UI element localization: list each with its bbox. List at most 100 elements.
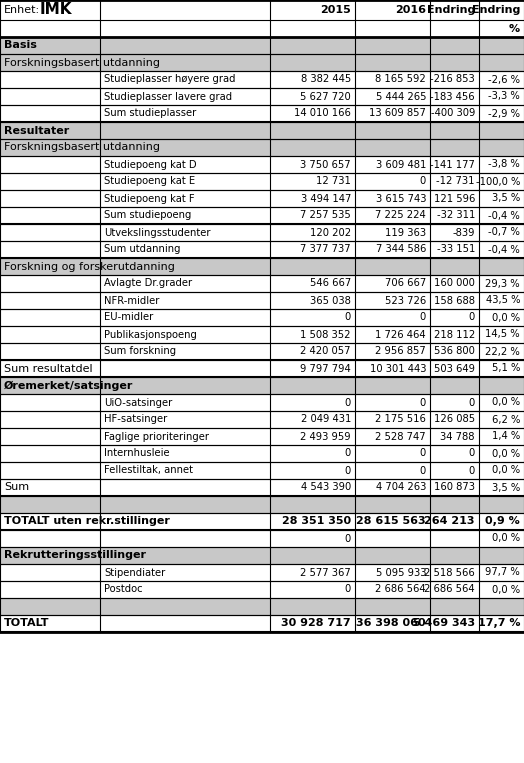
Text: 0: 0	[420, 313, 426, 323]
Text: -3,8 %: -3,8 %	[488, 159, 520, 169]
Text: Studiepoeng kat D: Studiepoeng kat D	[104, 159, 196, 169]
Text: 0: 0	[420, 398, 426, 407]
Text: 34 788: 34 788	[441, 432, 475, 442]
Text: -141 177: -141 177	[430, 159, 475, 169]
Bar	[0, 139, 524, 156]
Bar	[0, 309, 524, 326]
Text: 28 351 350: 28 351 350	[282, 517, 351, 526]
Text: 2 686 564: 2 686 564	[375, 584, 426, 594]
Bar	[0, 513, 524, 530]
Text: %: %	[509, 24, 520, 34]
Text: 7 257 535: 7 257 535	[300, 211, 351, 221]
Bar	[0, 326, 524, 343]
Text: 120 202: 120 202	[310, 227, 351, 237]
Text: 0: 0	[420, 449, 426, 459]
Text: TOTALT: TOTALT	[4, 619, 49, 629]
Text: 8 165 592: 8 165 592	[375, 75, 426, 85]
Bar	[0, 530, 524, 547]
Text: 5 444 265: 5 444 265	[376, 92, 426, 101]
Text: Studieplasser høyere grad: Studieplasser høyere grad	[104, 75, 235, 85]
Text: 9 797 794: 9 797 794	[300, 363, 351, 374]
Text: -0,4 %: -0,4 %	[488, 244, 520, 255]
Bar	[0, 241, 524, 258]
Text: 36 398 060: 36 398 060	[356, 619, 426, 629]
Text: 546 667: 546 667	[310, 278, 351, 288]
Bar	[0, 496, 524, 513]
Text: 160 873: 160 873	[434, 482, 475, 492]
Text: 6,2 %: 6,2 %	[492, 414, 520, 424]
Text: 2 493 959: 2 493 959	[300, 432, 351, 442]
Text: 5 627 720: 5 627 720	[300, 92, 351, 101]
Text: Sum resultatdel: Sum resultatdel	[4, 363, 93, 374]
Bar	[0, 71, 524, 88]
Bar	[0, 258, 524, 275]
Text: Resultater: Resultater	[4, 125, 69, 136]
Text: 2 420 057: 2 420 057	[300, 346, 351, 356]
Text: -216 853: -216 853	[430, 75, 475, 85]
Bar	[0, 207, 524, 224]
Text: 2 528 747: 2 528 747	[375, 432, 426, 442]
Text: 7 377 737: 7 377 737	[300, 244, 351, 255]
Text: Publikasjonspoeng: Publikasjonspoeng	[104, 330, 197, 340]
Text: 2 175 516: 2 175 516	[375, 414, 426, 424]
Bar	[0, 462, 524, 479]
Text: 1 726 464: 1 726 464	[375, 330, 426, 340]
Text: UiO-satsinger: UiO-satsinger	[104, 398, 172, 407]
Text: 0: 0	[345, 584, 351, 594]
Text: 0: 0	[345, 465, 351, 475]
Text: Forskning og forskerutdanning: Forskning og forskerutdanning	[4, 262, 175, 272]
Bar	[0, 547, 524, 564]
Text: Endring: Endring	[472, 5, 520, 15]
Bar	[0, 224, 524, 241]
Text: 121 596: 121 596	[434, 194, 475, 204]
Text: 14 010 166: 14 010 166	[294, 108, 351, 118]
Text: 2 518 566: 2 518 566	[424, 568, 475, 578]
Text: 8 382 445: 8 382 445	[301, 75, 351, 85]
Text: 119 363: 119 363	[385, 227, 426, 237]
Bar	[0, 173, 524, 190]
Text: 0: 0	[345, 313, 351, 323]
Text: 0,9 %: 0,9 %	[485, 517, 520, 526]
Text: 43,5 %: 43,5 %	[486, 295, 520, 305]
Text: TOTALT uten rekr.stillinger: TOTALT uten rekr.stillinger	[4, 517, 170, 526]
Bar	[0, 581, 524, 598]
Text: Sum utdanning: Sum utdanning	[104, 244, 180, 255]
Text: -2,9 %: -2,9 %	[488, 108, 520, 118]
Text: Internhusleie: Internhusleie	[104, 449, 170, 459]
Text: Avlagte Dr.grader: Avlagte Dr.grader	[104, 278, 192, 288]
Bar	[0, 530, 524, 547]
Text: 3,5 %: 3,5 %	[492, 194, 520, 204]
Text: 3 750 657: 3 750 657	[300, 159, 351, 169]
Text: 28 615 563: 28 615 563	[356, 517, 426, 526]
Text: 0,0 %: 0,0 %	[492, 584, 520, 594]
Text: 3 609 481: 3 609 481	[376, 159, 426, 169]
Bar	[0, 105, 524, 122]
Text: 0,0 %: 0,0 %	[492, 398, 520, 407]
Bar	[0, 598, 524, 615]
Text: Basis: Basis	[4, 40, 37, 50]
Text: 0: 0	[420, 176, 426, 186]
Bar	[0, 394, 524, 411]
Text: 0: 0	[469, 465, 475, 475]
Text: 3,5 %: 3,5 %	[492, 482, 520, 492]
Text: 17,7 %: 17,7 %	[477, 619, 520, 629]
Text: 0,0 %: 0,0 %	[492, 313, 520, 323]
Text: -12 731: -12 731	[436, 176, 475, 186]
Text: 5 469 343: 5 469 343	[413, 619, 475, 629]
Text: 0,0 %: 0,0 %	[492, 533, 520, 543]
Bar	[0, 428, 524, 445]
Bar	[0, 343, 524, 360]
Bar	[0, 445, 524, 462]
Bar	[0, 411, 524, 428]
Text: 10 301 443: 10 301 443	[369, 363, 426, 374]
Text: Studieplasser lavere grad: Studieplasser lavere grad	[104, 92, 232, 101]
Text: Studiepoeng kat F: Studiepoeng kat F	[104, 194, 194, 204]
Text: 218 112: 218 112	[434, 330, 475, 340]
Text: 264 213: 264 213	[424, 517, 475, 526]
Bar	[0, 360, 524, 377]
Text: 523 726: 523 726	[385, 295, 426, 305]
Text: 30 928 717: 30 928 717	[281, 619, 351, 629]
Text: 365 038: 365 038	[310, 295, 351, 305]
Text: -0,7 %: -0,7 %	[488, 227, 520, 237]
Text: 5 095 933: 5 095 933	[376, 568, 426, 578]
